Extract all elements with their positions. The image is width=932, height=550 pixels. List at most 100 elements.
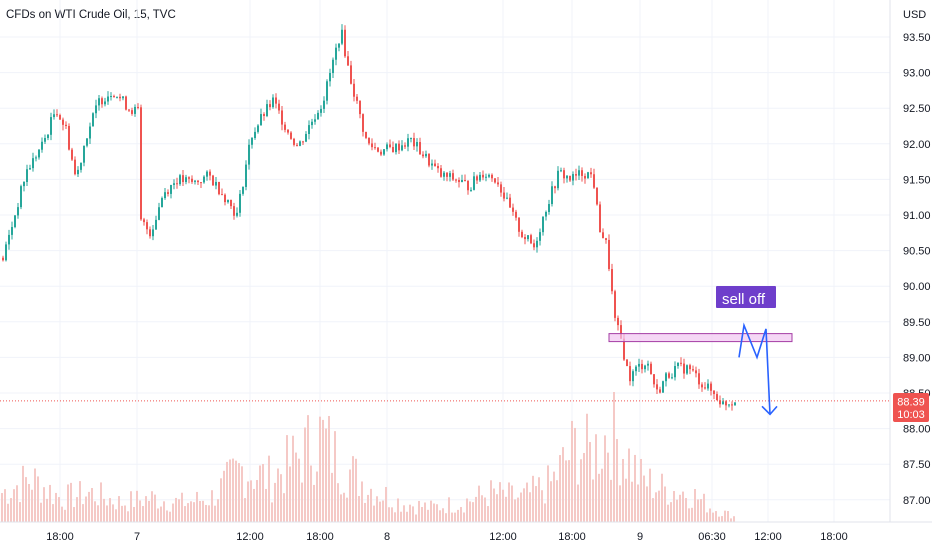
candle-body: [440, 168, 442, 177]
candle-body: [542, 216, 544, 233]
volume-bar: [535, 486, 537, 522]
candle-body: [728, 404, 730, 406]
volume-bar: [622, 458, 624, 522]
volume-bar: [61, 506, 63, 522]
projection-arrowhead-icon: [761, 405, 778, 416]
candle-body: [269, 104, 271, 108]
volume-bar: [418, 500, 420, 522]
time-axis-labels[interactable]: 18:00 7 12:00 18:00 8 12:00 18:00 9 06:30 12:00 18…: [46, 531, 848, 543]
projection-path[interactable]: [738, 322, 771, 415]
candle-body: [413, 138, 415, 147]
candle-body: [617, 317, 619, 326]
candle-body: [575, 174, 577, 176]
candle-body: [299, 141, 301, 146]
candle-body: [83, 145, 85, 163]
candle-body: [236, 212, 238, 216]
volume-bar: [112, 504, 114, 522]
volume-bar: [109, 498, 111, 522]
sell-off-label-bg: [716, 286, 776, 308]
candle-body: [62, 119, 64, 125]
volume-bar: [220, 478, 222, 522]
candle-body: [557, 170, 559, 189]
candle-body: [185, 177, 187, 183]
candlesticks[interactable]: [2, 24, 736, 411]
volume-bar: [55, 492, 57, 522]
volume-bar: [613, 392, 615, 522]
candle-body: [158, 207, 160, 220]
volume-bar: [481, 495, 483, 522]
volume-bar: [454, 512, 456, 522]
candle-body: [338, 43, 340, 48]
volume-bar: [724, 510, 726, 522]
volume-bar: [589, 442, 591, 522]
volume-bar: [496, 494, 498, 522]
volume-bar: [37, 476, 39, 522]
candle-body: [167, 192, 169, 194]
candle-body: [419, 142, 421, 155]
candle-body: [383, 149, 385, 155]
volume-bar: [514, 499, 516, 522]
candle-body: [527, 235, 529, 240]
volume-bar: [31, 489, 33, 522]
candle-body: [233, 206, 235, 216]
time-axis-tick: 12:00: [489, 531, 517, 543]
volume-bar: [235, 460, 237, 522]
candle-body: [98, 98, 100, 106]
bar-countdown: 10:03: [897, 409, 925, 421]
volume-bar: [151, 491, 153, 522]
volume-bar: [346, 497, 348, 522]
price-axis-tick: 88.00: [903, 424, 931, 436]
candle-body: [152, 229, 154, 237]
volume-bar: [478, 485, 480, 522]
volume-bar: [337, 483, 339, 522]
candle-body: [455, 179, 457, 181]
candle-body: [287, 129, 289, 133]
candle-body: [584, 175, 586, 179]
candle-body: [197, 180, 199, 183]
volume-bar: [706, 512, 708, 522]
volume-bar: [127, 511, 129, 522]
volume-bar: [208, 505, 210, 522]
candle-body: [50, 117, 52, 135]
candle-body: [392, 146, 394, 153]
sell-zone-rectangle[interactable]: [608, 333, 793, 343]
volume-bar: [538, 477, 540, 522]
candle-body: [380, 151, 382, 155]
candle-body: [587, 172, 589, 179]
candle-body: [341, 29, 343, 44]
volume-bar: [427, 509, 429, 522]
volume-bar: [223, 470, 225, 522]
candle-body: [107, 96, 109, 102]
candle-body: [89, 126, 91, 139]
volume-bar: [268, 455, 270, 522]
sell-off-annotation[interactable]: sell off: [716, 286, 776, 308]
candle-body: [428, 153, 430, 166]
candle-body: [308, 125, 310, 134]
candle-body: [506, 197, 508, 199]
volume-bar: [103, 498, 105, 522]
volume-bar: [19, 502, 21, 522]
volume-bar: [175, 497, 177, 522]
candle-body: [668, 373, 670, 378]
candle-body: [248, 144, 250, 165]
volume-bar: [148, 500, 150, 522]
candle-body: [533, 243, 535, 248]
candle-body: [221, 194, 223, 196]
volume-bar: [397, 498, 399, 522]
candle-body: [644, 365, 646, 370]
volume-bar: [655, 492, 657, 522]
volume-bar: [295, 452, 297, 522]
volume-bar: [559, 455, 561, 522]
price-axis-labels[interactable]: 93.50 93.00 92.50 92.00 91.50 91.00 90.50 90.00…: [903, 32, 931, 507]
time-axis-tick: 18:00: [558, 531, 586, 543]
volume-bar: [601, 468, 603, 522]
price-axis-unit: USD: [903, 9, 926, 21]
candle-body: [332, 59, 334, 74]
candle-body: [26, 169, 28, 182]
volume-bar: [712, 512, 714, 522]
candle-body: [317, 112, 319, 120]
candle-body: [461, 180, 463, 183]
volume-bar: [100, 482, 102, 522]
volume-bar: [415, 514, 417, 522]
